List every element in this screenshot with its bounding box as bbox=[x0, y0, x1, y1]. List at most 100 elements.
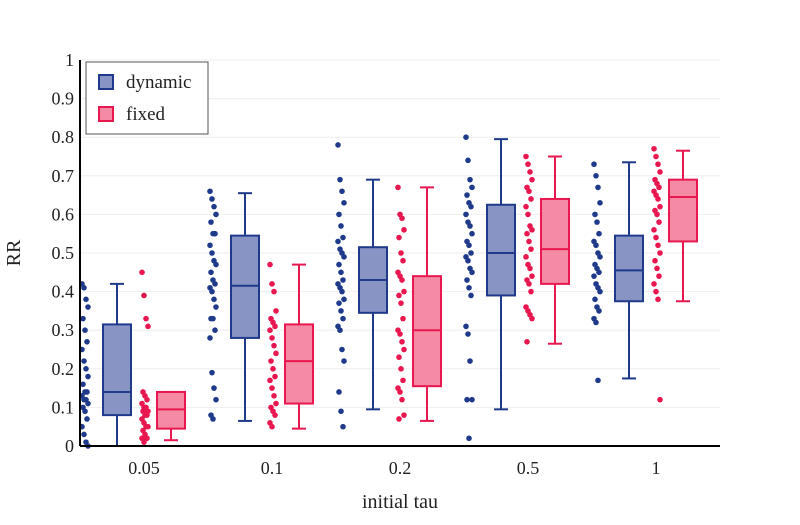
data-point bbox=[523, 254, 529, 260]
y-tick-label: 0.5 bbox=[52, 243, 75, 263]
data-point bbox=[469, 269, 475, 276]
data-point bbox=[341, 200, 347, 206]
data-point bbox=[469, 230, 475, 237]
data-point bbox=[144, 435, 150, 442]
data-point bbox=[466, 435, 472, 442]
data-point bbox=[209, 288, 215, 295]
data-point bbox=[338, 408, 344, 415]
data-point bbox=[654, 265, 660, 272]
data-point bbox=[269, 281, 275, 287]
data-point bbox=[208, 219, 214, 225]
box-dynamic bbox=[614, 234, 644, 303]
data-point bbox=[593, 173, 599, 179]
data-point bbox=[339, 346, 345, 353]
data-point bbox=[399, 277, 405, 283]
data-point bbox=[395, 184, 401, 191]
x-axis-title: initial tau bbox=[362, 491, 438, 513]
data-point bbox=[657, 396, 663, 403]
box-dynamic bbox=[486, 203, 516, 297]
data-point bbox=[596, 230, 602, 237]
data-point bbox=[593, 319, 599, 326]
data-point bbox=[398, 250, 404, 256]
data-point bbox=[207, 242, 213, 249]
data-point bbox=[399, 396, 405, 403]
data-point bbox=[272, 373, 278, 380]
data-point bbox=[401, 346, 407, 353]
data-point bbox=[463, 134, 469, 140]
data-point bbox=[463, 323, 469, 330]
data-point bbox=[269, 385, 275, 391]
data-point bbox=[84, 389, 90, 395]
data-point bbox=[339, 188, 345, 195]
data-point bbox=[273, 308, 279, 314]
data-point bbox=[397, 389, 403, 395]
data-point bbox=[467, 358, 473, 364]
data-point bbox=[81, 284, 87, 291]
data-point bbox=[144, 412, 150, 418]
data-point bbox=[651, 227, 657, 233]
data-point bbox=[207, 335, 213, 341]
box-fixed bbox=[668, 178, 698, 243]
data-point bbox=[84, 338, 90, 345]
data-point bbox=[596, 269, 602, 276]
data-point bbox=[523, 153, 529, 160]
data-point bbox=[401, 288, 407, 295]
data-point bbox=[464, 192, 470, 198]
data-point bbox=[466, 284, 472, 291]
legend-label: fixed bbox=[126, 104, 166, 125]
y-tick-label: 0.7 bbox=[52, 166, 75, 186]
data-point bbox=[207, 188, 213, 195]
y-tick-label: 0.2 bbox=[52, 359, 75, 379]
marks-layer bbox=[79, 134, 698, 449]
y-tick-label: 0.1 bbox=[52, 397, 75, 417]
data-point bbox=[465, 257, 471, 264]
data-point bbox=[208, 269, 214, 276]
data-point bbox=[525, 211, 531, 218]
data-point bbox=[655, 296, 661, 303]
data-point bbox=[465, 331, 471, 337]
data-point bbox=[212, 230, 218, 237]
data-point bbox=[139, 269, 145, 276]
data-point bbox=[80, 315, 86, 322]
data-point bbox=[141, 292, 147, 299]
data-point bbox=[213, 261, 219, 268]
data-point bbox=[651, 281, 657, 287]
data-point bbox=[80, 381, 86, 388]
ticks-layer: 0 0.1 0.2 0.3 0.4 0.5 0.6 0.7 0.8 0.9 1 0.05 0.1 0.2 0… bbox=[52, 50, 661, 478]
data-point bbox=[210, 416, 216, 422]
data-point bbox=[528, 246, 534, 252]
data-point bbox=[340, 423, 346, 430]
data-point bbox=[465, 157, 471, 164]
data-point bbox=[82, 408, 88, 415]
axis-layer bbox=[79, 60, 720, 447]
data-point bbox=[335, 142, 341, 148]
data-point bbox=[213, 396, 219, 403]
data-point bbox=[526, 281, 532, 287]
data-point bbox=[396, 416, 402, 422]
data-point bbox=[271, 393, 277, 399]
data-point bbox=[212, 281, 218, 287]
data-point bbox=[396, 234, 402, 241]
data-point bbox=[597, 200, 603, 206]
data-point bbox=[466, 242, 472, 249]
y-tick-label: 0.3 bbox=[52, 320, 75, 340]
data-point bbox=[145, 323, 151, 330]
data-point bbox=[269, 423, 275, 430]
data-point bbox=[271, 288, 277, 295]
data-point bbox=[209, 196, 215, 202]
data-point bbox=[527, 265, 533, 272]
data-point bbox=[464, 396, 470, 403]
data-point bbox=[525, 161, 531, 168]
data-point bbox=[523, 203, 529, 210]
data-point bbox=[211, 385, 217, 391]
data-point bbox=[212, 327, 218, 334]
box-fixed bbox=[540, 197, 570, 285]
data-point bbox=[85, 304, 91, 310]
data-point bbox=[85, 400, 91, 407]
data-point bbox=[84, 416, 90, 422]
data-point bbox=[399, 215, 405, 222]
data-point bbox=[463, 211, 469, 218]
data-point bbox=[527, 169, 533, 175]
data-point bbox=[594, 219, 600, 225]
